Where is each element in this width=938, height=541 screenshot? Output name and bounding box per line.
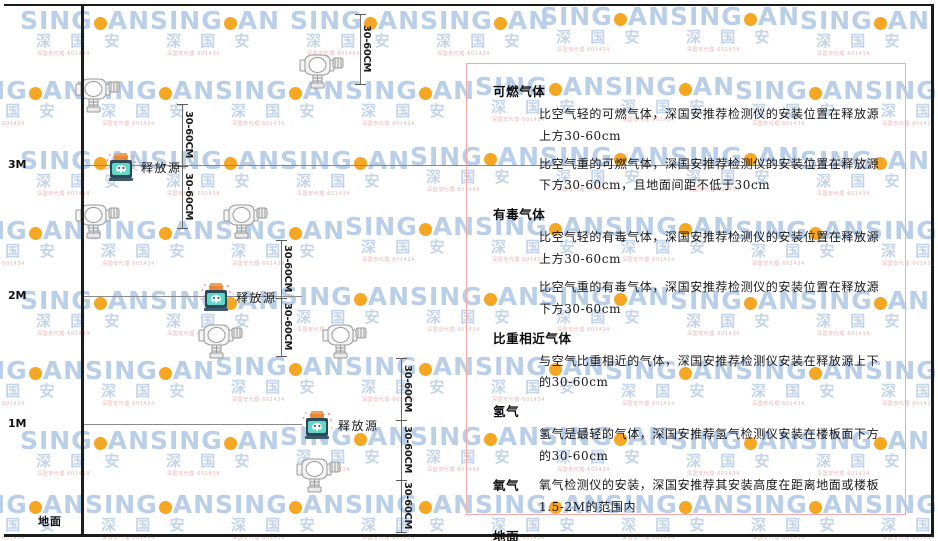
guideline-section: 有毒气体比空气轻的有毒气体，深国安推荐检测仪的安装位置在释放源上方30-60cm…: [481, 204, 891, 320]
dimension-tick: [177, 104, 188, 105]
dimension-label: 30-60CM: [361, 25, 372, 73]
gas-detector-icon: [291, 452, 343, 494]
height-level-line: [84, 424, 302, 425]
dimension-tick: [276, 240, 287, 241]
release-source-icon: [105, 152, 139, 184]
guideline-section-title: 地面: [493, 528, 520, 541]
axis-tick-label: 3M: [8, 158, 27, 171]
dimension-label: 30-60CM: [183, 111, 194, 159]
dimension-label: 30-60CM: [282, 303, 293, 351]
guideline-section-title: 有毒气体: [493, 207, 546, 223]
guideline-paragraph: 比空气轻的可燃气体，深国安推荐检测仪的安装位置在释放源上方30-60cm: [539, 107, 880, 143]
guideline-section-title: 氧气: [493, 477, 520, 493]
release-source-label: 释放源: [338, 419, 379, 433]
dimension-label: 30-60CM: [282, 245, 293, 293]
guideline-paragraph: 氧气检测仪的安装，深国安推荐其安装高度在距离地面或楼板1.5-2M的范围内: [539, 477, 880, 514]
guideline-section-title: 氢气: [493, 404, 520, 420]
guideline-section: 地面检测仪地面间距，深国安推荐在30-60cm，且不得小于30cm，因为过低容易…: [481, 526, 891, 541]
dimension-line: [360, 14, 361, 84]
frame-top-border: [4, 4, 934, 6]
guideline-section: 氢气氢气是最轻的气体，深国安推荐氢气检测仪安装在楼板面下方的30-60cm: [481, 401, 891, 468]
dimension-line: [281, 298, 282, 356]
dimension-line: [182, 104, 183, 166]
dimension-label: 30-60CM: [183, 173, 194, 221]
dimension-label: 30-60CM: [402, 365, 413, 413]
dimension-line: [401, 480, 402, 532]
dimension-tick: [276, 298, 287, 299]
dimension-tick: [177, 166, 188, 167]
gas-detector-icon: [317, 318, 369, 360]
axis-tick-label: 2M: [8, 289, 27, 302]
release-source-label: 释放源: [141, 161, 182, 175]
frame-right-border: [931, 4, 934, 537]
height-level-line: [84, 165, 844, 166]
dimension-tick: [355, 84, 366, 85]
dimension-line: [401, 420, 402, 480]
gas-detector-icon: [193, 318, 245, 360]
guideline-section-title: 比重相近气体: [493, 330, 572, 346]
dimension-tick: [396, 532, 407, 533]
gas-detector-icon: [70, 198, 122, 240]
guideline-paragraph: 比空气重的有毒气体，深国安推荐检测仪的安装位置在释放源下方30-60cm: [539, 279, 880, 316]
release-source-icon: [301, 410, 335, 442]
guideline-section: 氧气 氧气检测仪的安装，深国安推荐其安装高度在距离地面或楼板1.5-2M的范围内: [481, 475, 891, 519]
guideline-paragraph: 比空气轻的有毒气体，深国安推荐检测仪的安装位置在释放源上方30-60cm: [539, 230, 880, 267]
release-source-icon: [200, 282, 234, 314]
dimension-tick: [355, 14, 366, 15]
guideline-section-title: 可燃气体: [493, 84, 546, 99]
dimension-tick: [396, 480, 407, 481]
guideline-paragraph: 比空气重的可燃气体，深国安推荐检测仪的安装位置在释放源下方30-60cm，且地面…: [539, 156, 880, 193]
dimension-label: 30-60CM: [402, 482, 413, 530]
dimension-tick: [396, 358, 407, 359]
vertical-height-axis: [81, 6, 84, 535]
dimension-tick: [276, 356, 287, 357]
ground-label: 地面: [38, 515, 62, 528]
guideline-section: 比重相近气体与空气比重相近的气体，深国安推荐检测仪安装在释放源上下的30-60c…: [481, 328, 891, 395]
axis-tick-label: 1M: [8, 417, 27, 430]
dimension-tick: [177, 228, 188, 229]
dimension-line: [281, 240, 282, 298]
gas-detector-icon: [294, 48, 346, 90]
dimension-label: 30-60CM: [402, 426, 413, 474]
guideline-section: 可燃气体比空气轻的可燃气体，深国安推荐检测仪的安装位置在释放源上方30-60cm…: [481, 81, 891, 197]
frame-bottom-border: [4, 534, 934, 537]
height-level-line: [84, 296, 302, 297]
dimension-tick: [396, 420, 407, 421]
installation-guidelines-panel: 可燃气体比空气轻的可燃气体，深国安推荐检测仪的安装位置在释放源上方30-60cm…: [466, 63, 906, 541]
dimension-line: [182, 166, 183, 228]
gas-detector-icon: [70, 72, 122, 114]
dimension-line: [401, 358, 402, 420]
release-source-label: 释放源: [236, 291, 277, 305]
guideline-paragraph: 氢气是最轻的气体，深国安推荐氢气检测仪安装在楼板面下方的30-60cm: [539, 427, 880, 464]
gas-detector-icon: [218, 198, 270, 240]
guideline-paragraph: 与空气比重相近的气体，深国安推荐检测仪安装在释放源上下的30-60cm: [539, 353, 880, 390]
